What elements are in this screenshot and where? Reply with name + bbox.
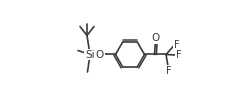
Text: Si: Si (85, 50, 94, 60)
Text: F: F (165, 66, 171, 76)
Text: O: O (151, 33, 159, 43)
Text: F: F (174, 40, 179, 50)
Text: O: O (96, 50, 104, 60)
Text: F: F (175, 50, 180, 60)
